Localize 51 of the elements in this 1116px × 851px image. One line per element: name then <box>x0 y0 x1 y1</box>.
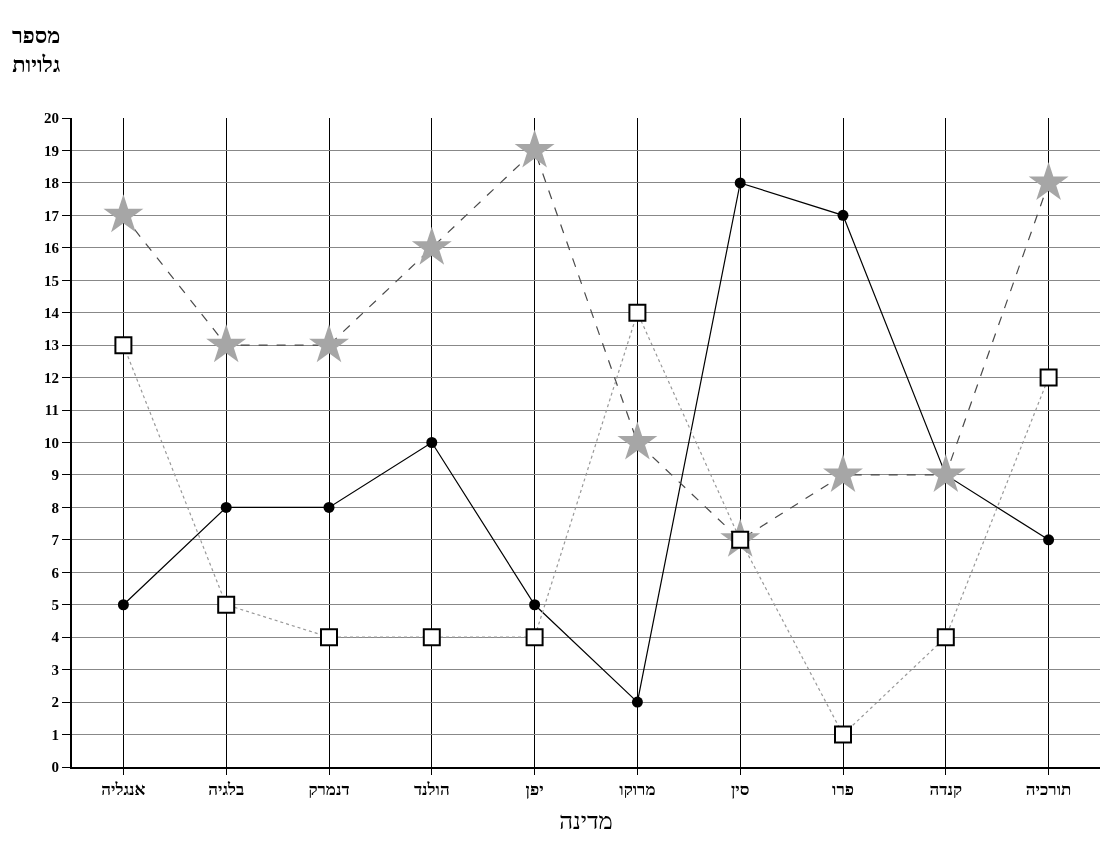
point <box>206 324 247 363</box>
y-tick-label: 14 <box>44 304 60 321</box>
y-tick-label: 5 <box>51 597 59 613</box>
x-tick-label: בלגיה <box>208 780 245 800</box>
y-tick-label: 9 <box>51 467 59 484</box>
y-tick-label: 12 <box>44 369 59 386</box>
point <box>117 599 129 611</box>
point <box>103 194 144 233</box>
point <box>1043 534 1055 546</box>
x-tick-label: אנגליה <box>101 780 146 800</box>
point <box>514 129 555 168</box>
y-tick-label: 0 <box>51 759 59 776</box>
y-tick-label: 13 <box>44 337 59 354</box>
x-tick-label: הולנד <box>413 780 450 800</box>
x-tick-label: תורכיה <box>1025 780 1072 800</box>
point <box>1028 161 1069 200</box>
x-tick-label: דנמרק <box>308 780 350 800</box>
y-tick-label: 17 <box>44 207 60 224</box>
point <box>426 437 438 448</box>
x-tick-label: מרוקו <box>619 780 656 800</box>
point <box>411 226 452 265</box>
x-tick-label: סין <box>730 780 750 800</box>
y-axis-title: מספר גלויות <box>12 23 61 77</box>
x-axis-title: מדינה <box>559 808 613 835</box>
point <box>925 453 966 492</box>
point <box>220 501 232 513</box>
y-tick-label: 6 <box>51 564 60 581</box>
y-tick-label: 7 <box>51 532 60 549</box>
y-tick-label: 10 <box>44 434 59 451</box>
x-tick-label: קנדה <box>929 780 963 800</box>
y-tick-label: 4 <box>51 629 60 646</box>
y-tick-label: 11 <box>44 402 59 419</box>
point <box>617 421 658 460</box>
y-tick-label: 2 <box>51 694 59 711</box>
y-tick-label: 16 <box>44 240 60 257</box>
point <box>529 599 541 611</box>
y-tick-label: 1 <box>51 726 59 743</box>
x-tick-label: יפן <box>525 780 544 800</box>
point <box>323 501 335 513</box>
y-tick-label: 20 <box>44 110 59 127</box>
point <box>734 177 746 189</box>
y-tick-label: 19 <box>44 142 59 159</box>
point <box>631 696 643 708</box>
y-tick-label: 18 <box>44 175 59 192</box>
point <box>309 324 349 363</box>
y-tick-label: 15 <box>44 272 59 289</box>
point <box>837 209 849 221</box>
y-tick-label: 3 <box>51 661 59 678</box>
x-tick-label: פרו <box>832 780 854 800</box>
y-tick-label: 8 <box>51 499 59 516</box>
point <box>823 453 863 492</box>
